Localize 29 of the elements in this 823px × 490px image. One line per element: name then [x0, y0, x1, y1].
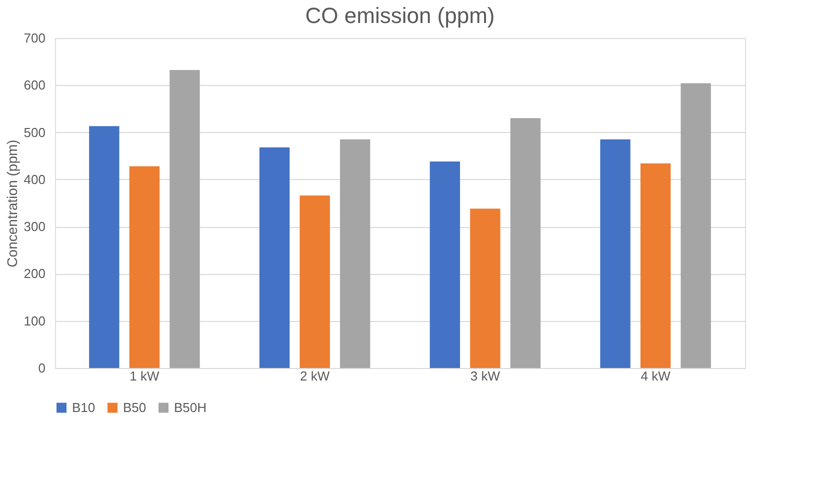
bar — [340, 139, 370, 368]
y-tick-label: 500 — [24, 124, 46, 140]
bar — [89, 126, 120, 368]
x-tick-label: 2 kW — [300, 368, 330, 384]
bar — [470, 208, 500, 368]
bar — [170, 70, 200, 368]
y-tick-label: 200 — [24, 266, 46, 282]
bar — [600, 139, 630, 368]
bar — [430, 162, 460, 368]
bar — [259, 147, 290, 368]
legend-label: B50H — [174, 400, 207, 415]
x-tick-label: 1 kW — [130, 368, 160, 384]
chart-title: CO emission (ppm) — [305, 3, 495, 28]
y-tick-label: 400 — [24, 172, 46, 187]
y-tick-label: 0 — [38, 360, 46, 376]
bar — [129, 166, 160, 368]
x-tick-label: 3 kW — [470, 368, 501, 384]
legend-label: B50 — [123, 400, 146, 415]
bar — [300, 195, 330, 368]
y-tick-label: 600 — [24, 78, 46, 93]
x-tick-label: 4 kW — [640, 368, 672, 384]
y-tick-label: 700 — [24, 30, 46, 46]
y-tick-label: 100 — [24, 313, 46, 328]
y-axis-title: Concentration (ppm) — [4, 140, 20, 268]
bar — [680, 83, 711, 368]
bar — [510, 118, 541, 368]
legend-label: B10 — [72, 400, 96, 415]
y-tick-label: 300 — [24, 219, 46, 234]
bar — [640, 163, 671, 368]
